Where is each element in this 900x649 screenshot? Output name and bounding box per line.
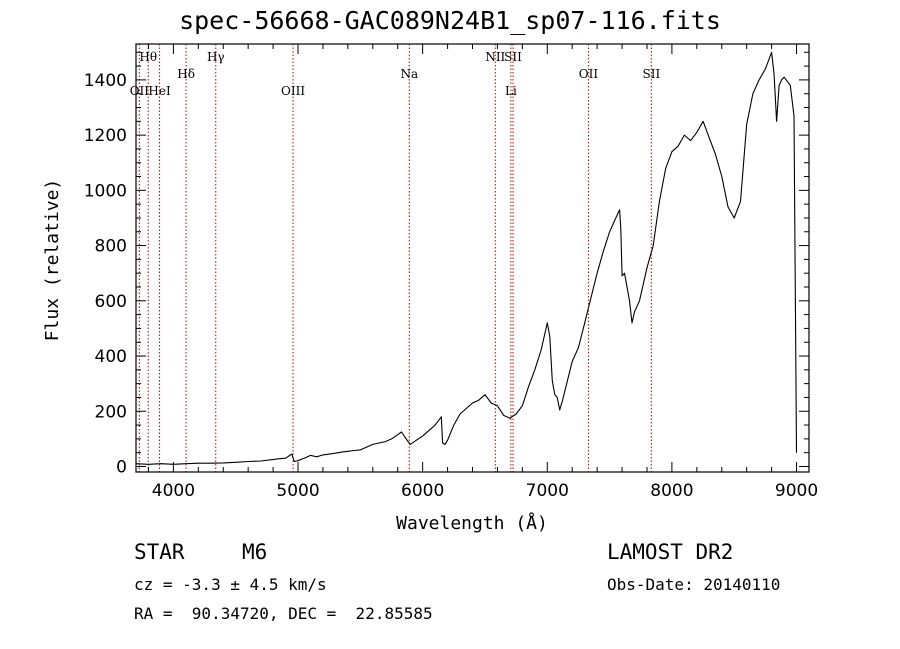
object-subclass: M6 (242, 540, 268, 564)
object-class: STAR (134, 540, 185, 564)
spectral-line-label: Hθ (139, 50, 157, 64)
y-tick-label: 1000 (84, 181, 127, 201)
spectrum-line (135, 51, 798, 465)
spectral-line-label: Hγ (207, 50, 225, 64)
y-axis-label: Flux (relative) (42, 179, 63, 342)
y-tick-label: 1200 (84, 126, 127, 146)
x-tick-label: 5000 (276, 481, 319, 501)
x-tick-label: 6000 (401, 481, 444, 501)
redshift-text: cz = -3.3 ± 4.5 km/s (134, 575, 327, 594)
y-tick-label: 600 (95, 292, 127, 312)
x-tick-label: 4000 (152, 481, 195, 501)
spectral-line-label: OII (130, 84, 150, 98)
spectral-line-label: OIII (281, 84, 305, 98)
axis-ticks: 4000 5000 6000 7000 8000 9000 0 200 400 600 800 100… (84, 44, 818, 501)
obs-date-text: Obs-Date: 20140110 (607, 575, 781, 594)
spectral-line-label: Hδ (177, 67, 195, 81)
spectral-line-label: OII (579, 67, 599, 81)
spectral-line-markers (138, 44, 652, 472)
spectral-line-label: Na (400, 67, 418, 81)
x-tick-label: 8000 (650, 481, 693, 501)
y-tick-label: 0 (116, 457, 127, 477)
spectral-line-label: HeI (148, 84, 171, 98)
coordinates-text: RA = 90.34720, DEC = 22.85585 (134, 604, 433, 623)
spectral-line-label: SII (642, 67, 660, 81)
survey-name: LAMOST DR2 (607, 540, 734, 564)
plot-frame (135, 43, 810, 473)
x-tick-label: 7000 (526, 481, 569, 501)
spectral-line-label: NII (485, 50, 505, 64)
spectral-line-label: SII (504, 50, 522, 64)
y-tick-label: 1400 (84, 71, 127, 91)
y-tick-label: 200 (95, 402, 127, 422)
x-tick-label: 9000 (775, 481, 818, 501)
x-axis-label: Wavelength (Å) (396, 512, 548, 534)
chart-title: spec-56668-GAC089N24B1_sp07-116.fits (179, 6, 721, 35)
spectrum-series (135, 51, 798, 465)
spectral-line-label: Li (505, 84, 517, 98)
y-tick-label: 800 (95, 237, 127, 257)
y-tick-label: 400 (95, 347, 127, 367)
